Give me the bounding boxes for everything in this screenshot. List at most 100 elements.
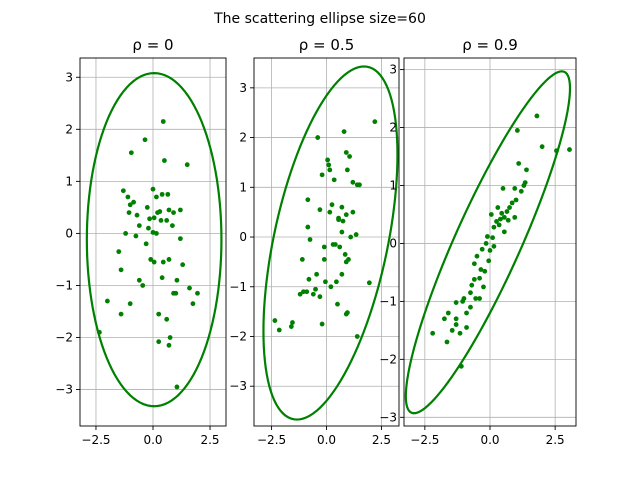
scatter-point: [156, 311, 162, 317]
scatter-point: [307, 237, 313, 242]
scatter-point: [310, 291, 316, 297]
scatter-point: [524, 167, 529, 173]
scatter-point: [151, 259, 157, 265]
y-tick-label: 0: [239, 230, 247, 244]
scatter-point: [127, 202, 133, 208]
y-tick-label: 2: [389, 121, 397, 135]
scatter-point: [184, 162, 190, 168]
scatter-point: [166, 257, 172, 262]
scatter-point: [534, 113, 540, 119]
scatter-point: [500, 185, 506, 191]
scatter-point: [118, 311, 124, 317]
scatter-point: [297, 291, 303, 297]
x-tick-label: 0.0: [143, 433, 162, 447]
scatter-point: [516, 161, 522, 166]
scatter-point: [460, 299, 466, 304]
scatter-point: [290, 320, 295, 325]
y-tick-label: 1: [239, 180, 247, 194]
scatter-point: [445, 310, 451, 316]
y-tick-label: −2: [229, 329, 247, 343]
scatter-point: [162, 158, 167, 163]
x-tick-label: −2.5: [410, 433, 439, 447]
scatter-point: [174, 277, 180, 283]
y-tick-label: 3: [389, 63, 397, 77]
scatter-point: [305, 224, 311, 230]
y-tick-label: 1: [389, 178, 397, 192]
scatter-point: [344, 167, 350, 173]
scatter-point: [453, 316, 459, 322]
scatter-point: [501, 229, 507, 235]
scatter-point: [304, 289, 310, 295]
scatter-point: [118, 267, 124, 273]
scatter-point: [486, 258, 492, 264]
scatter-ellipse: [404, 70, 572, 415]
scatter-point: [342, 252, 348, 257]
y-tick-label: 0: [65, 226, 73, 240]
scatter-point: [157, 209, 163, 214]
scatter-point: [509, 200, 515, 206]
scatter-point: [331, 177, 337, 183]
scatter-point: [499, 210, 505, 216]
scatter-point: [343, 212, 349, 218]
scatter-point: [469, 282, 475, 288]
scatter-point: [147, 216, 152, 222]
scatter-point: [339, 271, 345, 277]
scatter-point: [343, 259, 349, 265]
scatter-point: [160, 259, 166, 265]
y-tick-label: −2: [379, 352, 397, 366]
scatter-point: [512, 214, 518, 220]
scatter-point: [326, 162, 332, 168]
y-tick-label: −3: [379, 410, 397, 424]
scatter-point: [177, 207, 183, 213]
scatter-point: [347, 154, 352, 159]
scatter-point: [339, 229, 345, 235]
scatter-point: [458, 363, 464, 369]
scatter-point: [337, 244, 343, 250]
scatter-point: [164, 217, 170, 223]
scatter-point: [498, 216, 503, 222]
scatter-point: [336, 217, 341, 223]
scatter-point: [154, 231, 159, 236]
x-tick-label: 2.5: [200, 433, 219, 447]
scatter-point: [174, 384, 180, 390]
scatter-point: [134, 212, 140, 218]
scatter-point: [272, 318, 278, 323]
subplot-2: −2.5 0.0 2.5 −3 −2 −1 0 1 2 3 ρ = 0.5: [229, 36, 400, 447]
scatter-point: [343, 150, 349, 155]
subplot-3: −2.5 0.0 2.5 −3 −2 −1 0 1 2 3 ρ = 0.9: [379, 36, 577, 447]
scatter-point: [167, 335, 173, 340]
scatter-point: [513, 197, 519, 203]
x-tick-label: −2.5: [257, 433, 286, 447]
scatter-point: [131, 199, 137, 205]
scatter-point: [430, 330, 436, 336]
scatter-point: [468, 304, 473, 310]
scatter-point: [140, 283, 146, 288]
scatter-point: [317, 207, 323, 213]
scatter-point: [166, 207, 172, 213]
scatter-point: [332, 242, 338, 247]
scatter-point: [143, 241, 149, 247]
scatter-point: [164, 316, 170, 322]
scatter-point: [357, 182, 362, 188]
scatter-point: [323, 279, 328, 285]
scatter-point: [159, 275, 165, 281]
scatter-point: [567, 147, 572, 152]
scatter-point: [554, 148, 559, 154]
figure-title: The scattering ellipse size=60: [213, 11, 426, 27]
scatter-point: [348, 234, 354, 240]
scatter-point: [154, 194, 159, 200]
subplot-1: −2.5 0.0 2.5 −3 −2 −1 0 1 2 3 ρ = 0: [55, 36, 227, 447]
x-tick-label: 0.0: [317, 433, 336, 447]
scatter-point: [315, 135, 321, 140]
scatter-point: [488, 212, 494, 217]
scatter-point: [350, 209, 356, 215]
scatter-point: [276, 327, 282, 333]
y-tick-label: 1: [65, 174, 73, 188]
scatter-point: [512, 185, 518, 191]
scatter-point: [146, 225, 151, 231]
scatter-point: [104, 298, 110, 304]
scatter-point: [478, 267, 484, 272]
scatter-point: [518, 188, 524, 194]
